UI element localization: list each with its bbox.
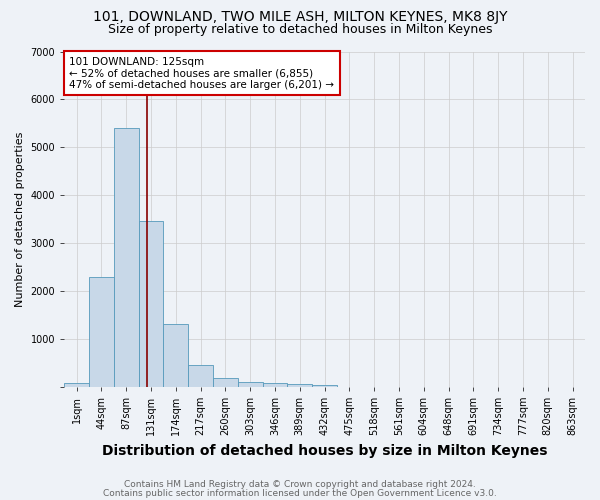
Y-axis label: Number of detached properties: Number of detached properties	[15, 132, 25, 307]
Bar	[312, 385, 337, 386]
Bar	[139, 222, 163, 386]
Bar	[188, 364, 213, 386]
Bar	[163, 324, 188, 386]
Bar	[213, 378, 238, 386]
Bar	[238, 382, 263, 386]
Bar	[263, 383, 287, 386]
Bar	[64, 383, 89, 386]
Text: Size of property relative to detached houses in Milton Keynes: Size of property relative to detached ho…	[108, 22, 492, 36]
Text: Contains HM Land Registry data © Crown copyright and database right 2024.: Contains HM Land Registry data © Crown c…	[124, 480, 476, 489]
Bar	[89, 276, 114, 386]
Text: 101 DOWNLAND: 125sqm
← 52% of detached houses are smaller (6,855)
47% of semi-de: 101 DOWNLAND: 125sqm ← 52% of detached h…	[70, 56, 334, 90]
Text: 101, DOWNLAND, TWO MILE ASH, MILTON KEYNES, MK8 8JY: 101, DOWNLAND, TWO MILE ASH, MILTON KEYN…	[93, 10, 507, 24]
Bar	[114, 128, 139, 386]
Bar	[287, 384, 312, 386]
X-axis label: Distribution of detached houses by size in Milton Keynes: Distribution of detached houses by size …	[102, 444, 547, 458]
Text: Contains public sector information licensed under the Open Government Licence v3: Contains public sector information licen…	[103, 488, 497, 498]
